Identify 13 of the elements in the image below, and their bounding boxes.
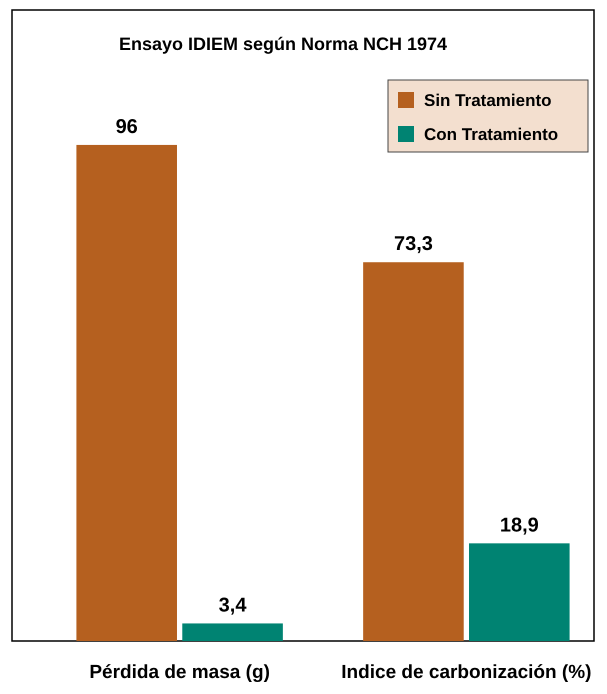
data-label: 96 <box>116 116 138 138</box>
data-label: 73,3 <box>394 233 433 256</box>
bar <box>182 623 283 641</box>
chart-title: Ensayo IDIEM según Norma NCH 1974 <box>118 34 448 54</box>
legend-label: Sin Tratamiento <box>424 91 552 110</box>
bar <box>363 262 464 641</box>
bar <box>76 144 177 641</box>
legend-label: Con Tratamiento <box>424 125 558 144</box>
bar <box>469 543 570 641</box>
data-label: 3,4 <box>218 594 248 616</box>
x-tick-label: Indice de carbonización (%) <box>341 662 592 683</box>
x-tick-label: Pérdida de masa (g) <box>89 662 270 683</box>
data-label: 18,9 <box>500 514 539 536</box>
